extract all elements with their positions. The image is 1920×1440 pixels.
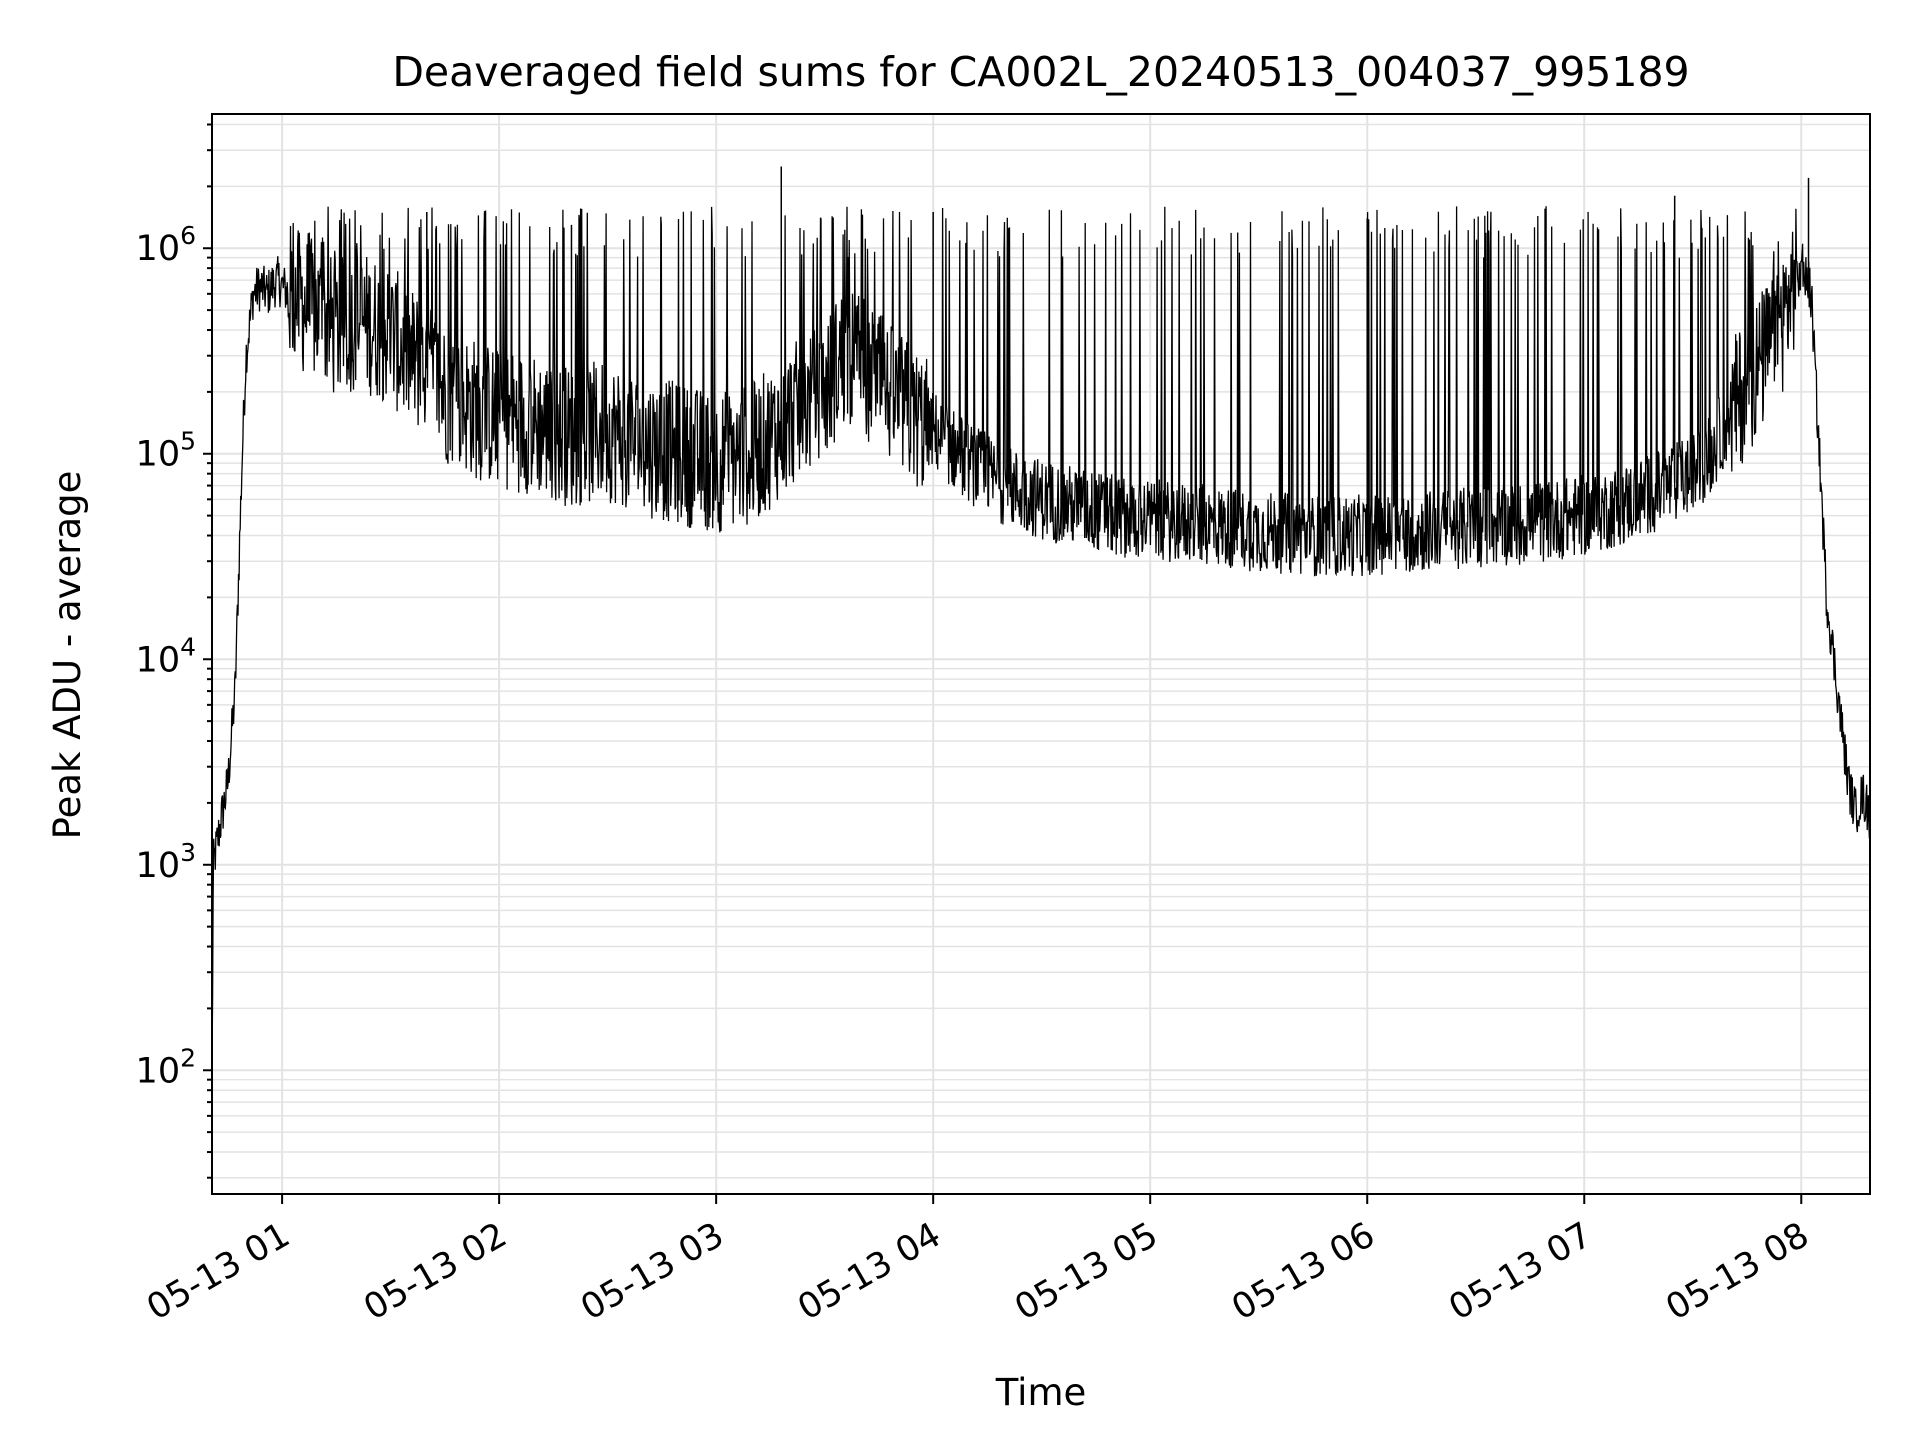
y-tick-label: 102 bbox=[136, 1043, 196, 1091]
y-tick-label: 103 bbox=[136, 838, 196, 886]
y-tick-label: 106 bbox=[136, 221, 196, 269]
y-axis-label: Peak ADU - average bbox=[46, 471, 89, 840]
chart-title: Deaveraged field sums for CA002L_2024051… bbox=[392, 48, 1689, 96]
y-tick-label: 105 bbox=[136, 427, 196, 475]
series-layer bbox=[211, 166, 1871, 1063]
y-tick-label: 104 bbox=[136, 632, 196, 680]
series-line bbox=[211, 206, 1871, 1063]
x-axis-label: Time bbox=[995, 1371, 1087, 1414]
plot-frame bbox=[211, 113, 1871, 1195]
